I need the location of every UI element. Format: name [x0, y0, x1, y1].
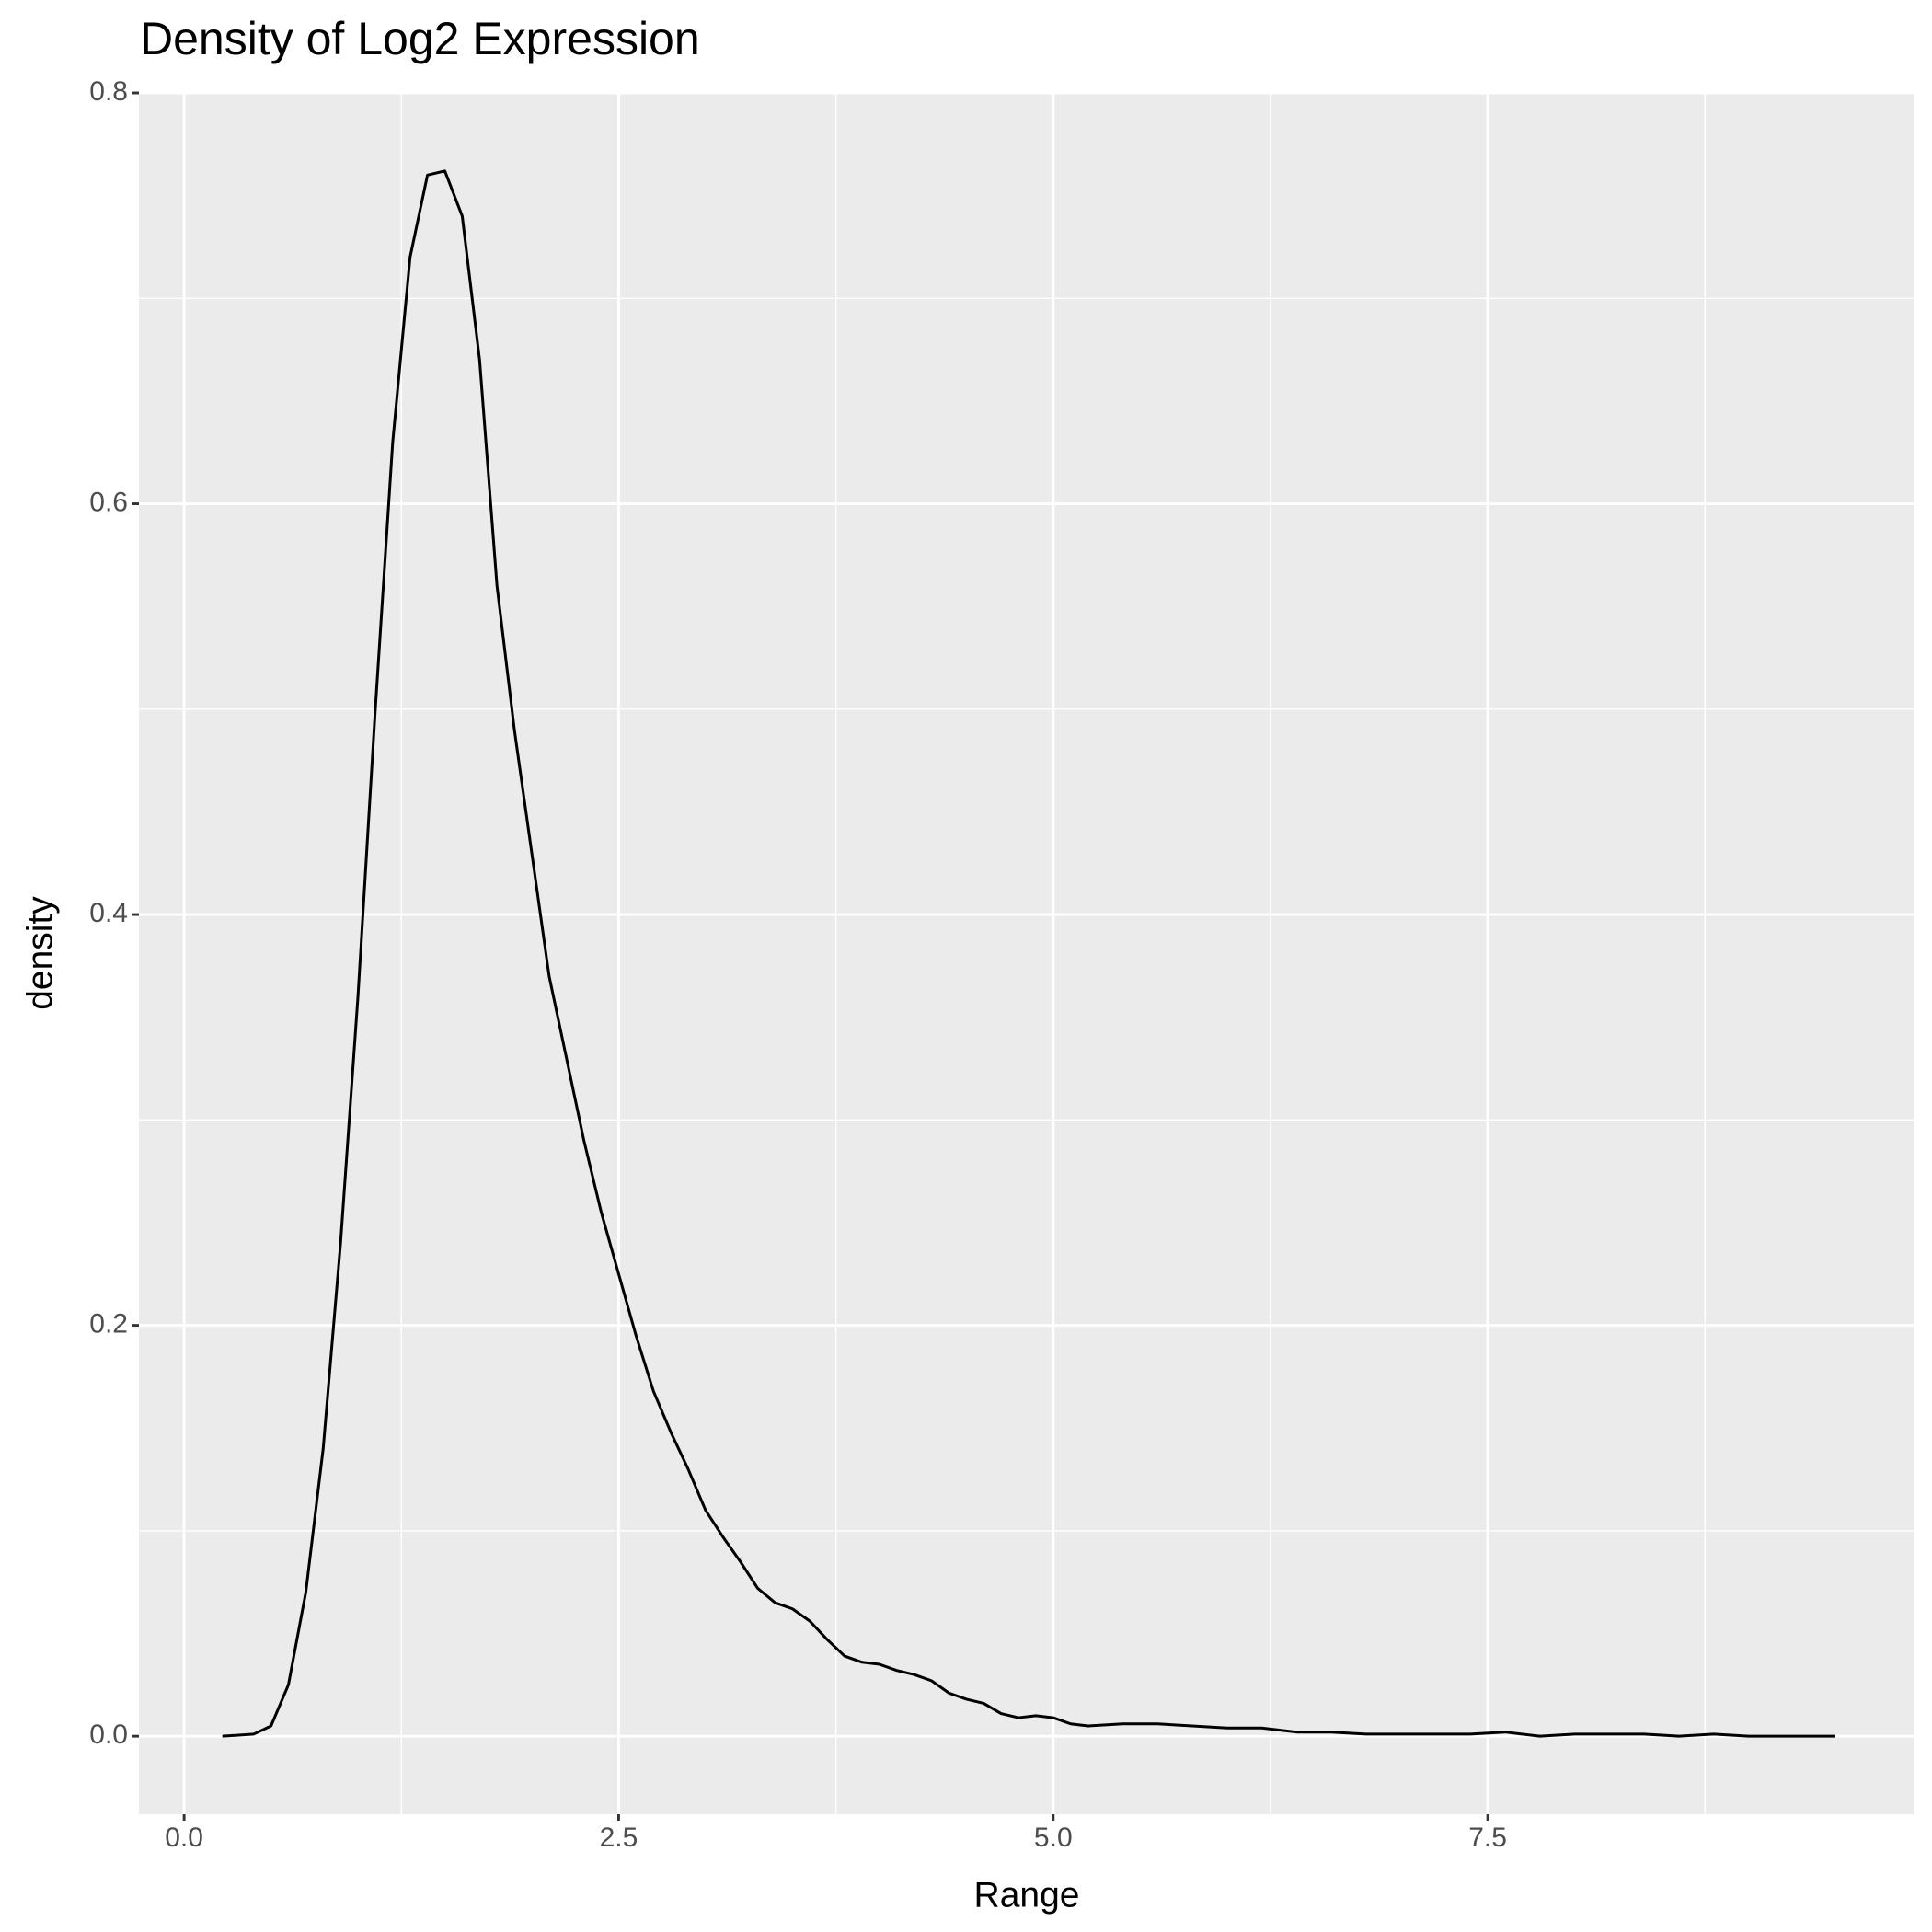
x-tick-label: 7.5	[1468, 1823, 1507, 1853]
y-tick-label: 0.4	[89, 898, 128, 928]
y-axis-title: density	[20, 896, 60, 1010]
y-tick-label: 0.0	[89, 1719, 128, 1750]
y-tick-label: 0.2	[89, 1309, 128, 1340]
density-line	[222, 169, 1835, 1738]
x-tick-label: 5.0	[1034, 1823, 1073, 1853]
x-tick-label: 0.0	[165, 1823, 203, 1853]
y-tick-label: 0.6	[89, 487, 128, 517]
chart-title: Density of Log2 Expression	[140, 13, 700, 64]
y-tick-label: 0.8	[89, 76, 128, 107]
x-axis-title: Range	[974, 1875, 1080, 1915]
x-tick-label: 2.5	[600, 1823, 638, 1853]
panel	[139, 93, 1914, 1814]
